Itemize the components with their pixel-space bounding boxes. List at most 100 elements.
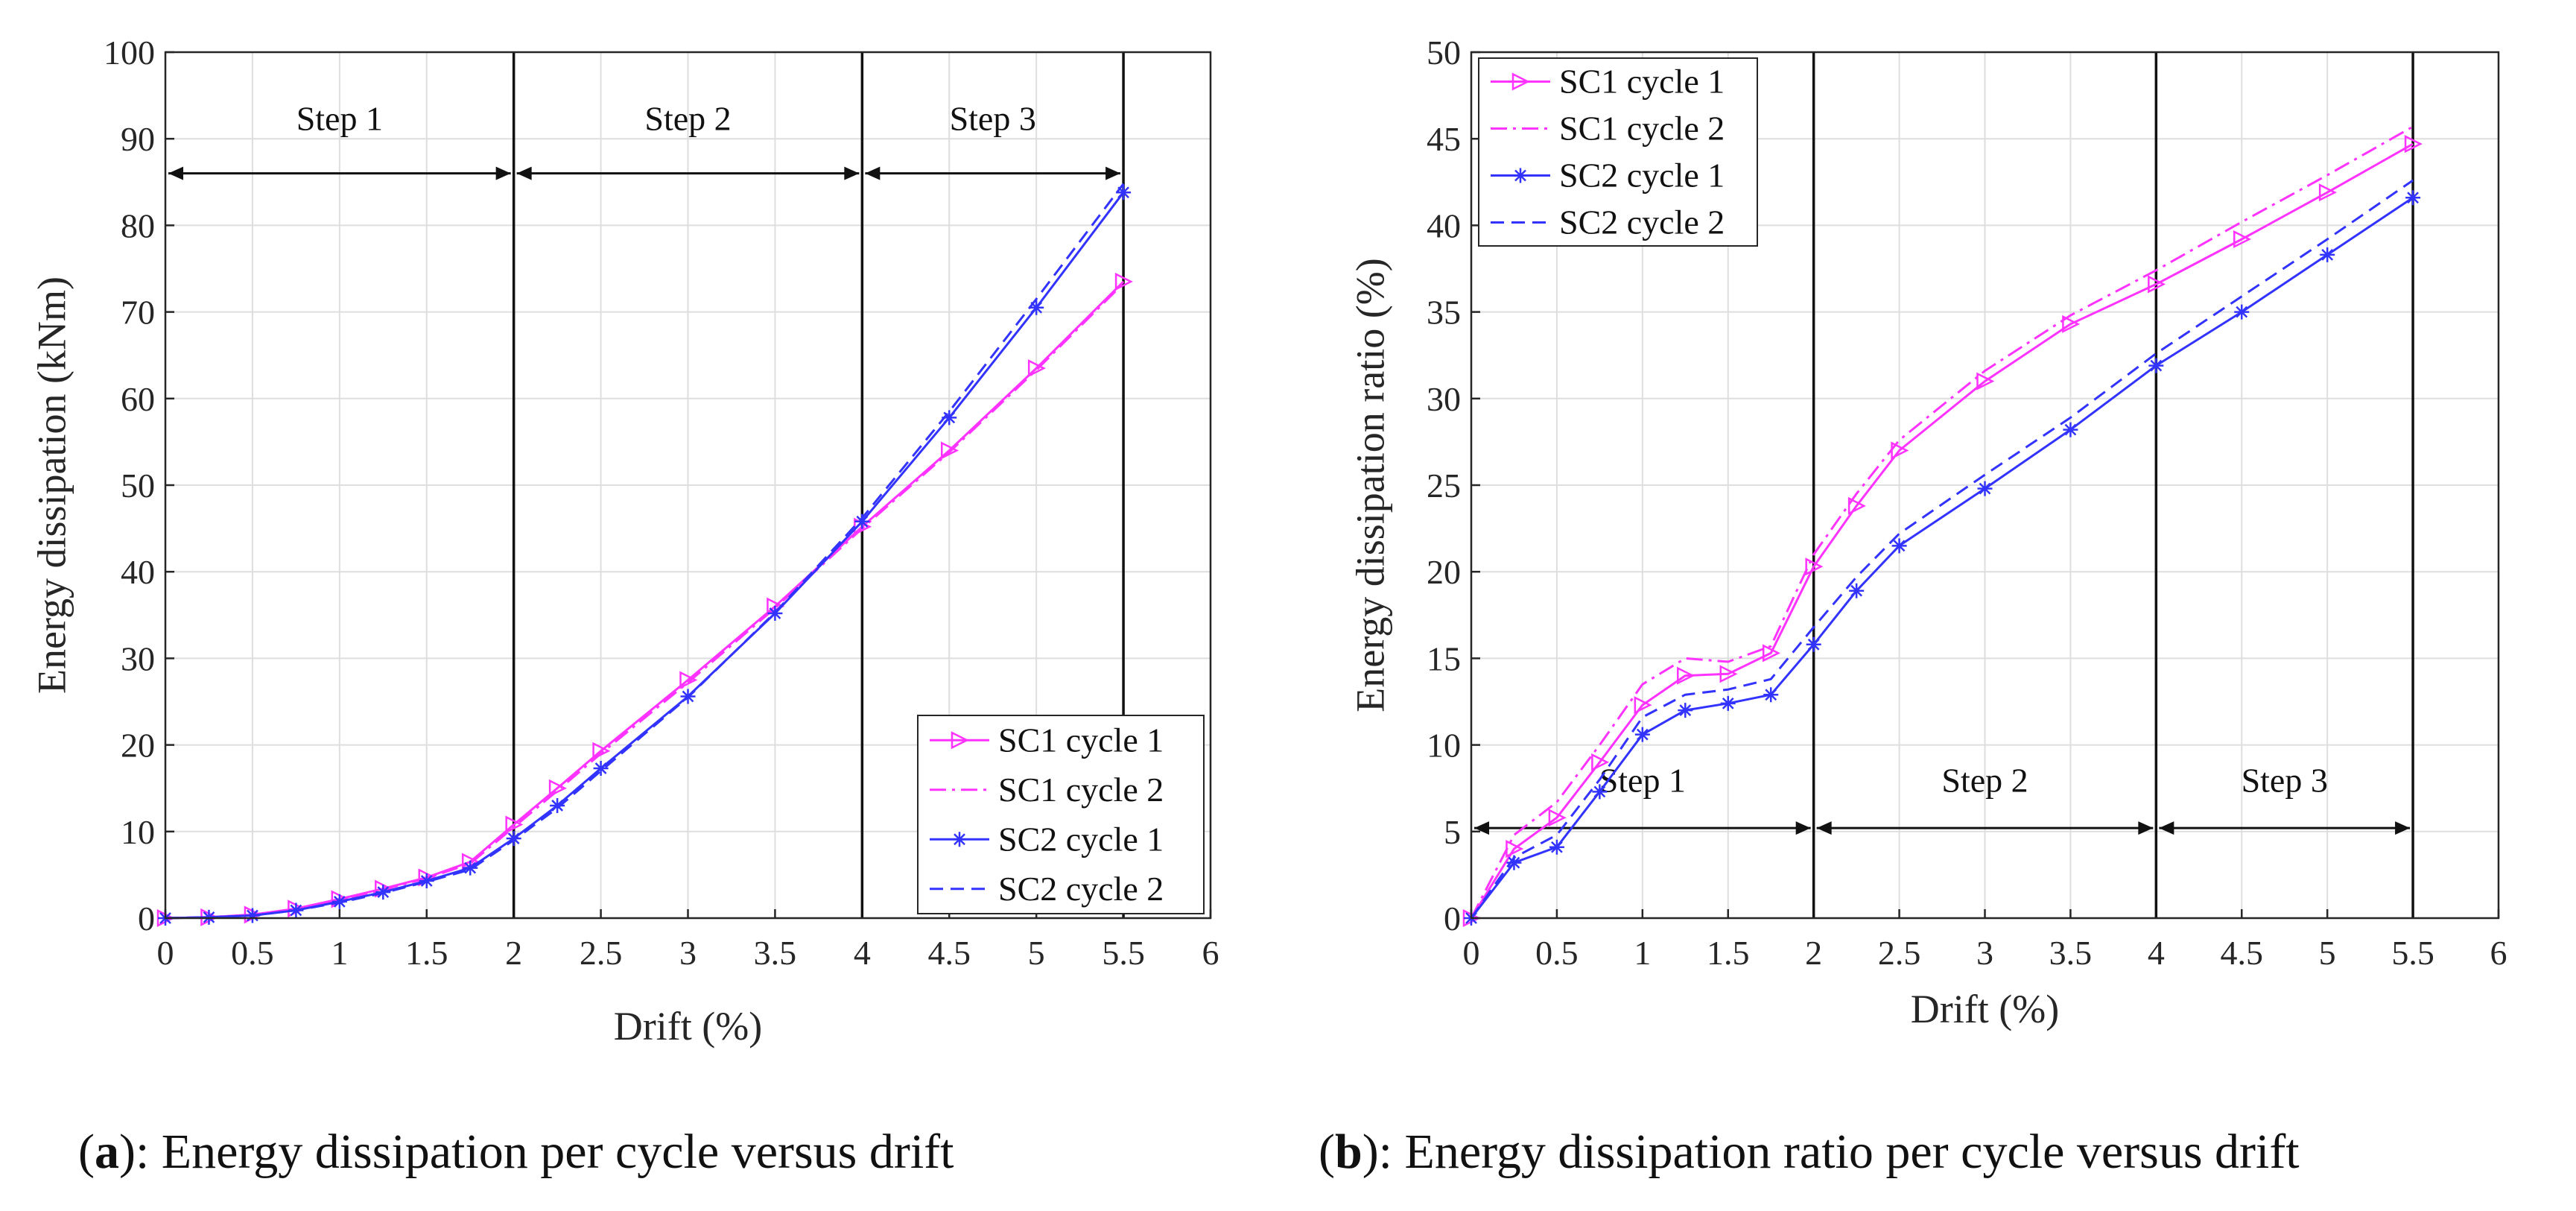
legend-marker xyxy=(1511,72,1530,91)
y-tick-label: 60 xyxy=(121,380,155,418)
data-point-marker xyxy=(419,873,434,889)
step-arrow-head-right xyxy=(2138,821,2154,835)
step-arrow-head-right xyxy=(844,166,860,180)
y-tick-label: 90 xyxy=(121,120,155,158)
step-arrow-head-left xyxy=(1474,821,1489,835)
step-label: Step 1 xyxy=(1599,761,1686,799)
data-point-marker xyxy=(1977,481,1993,496)
y-tick-label: 30 xyxy=(121,639,155,677)
legend-entry: SC1 cycle 1 xyxy=(998,721,1164,759)
data-point-marker xyxy=(1849,583,1865,598)
data-point-marker xyxy=(550,797,565,813)
y-tick-labels-b: 0 5 10 15 20 25 30 35 40 45 50 xyxy=(1427,34,1461,938)
x-tick-label: 3.5 xyxy=(2049,934,2093,972)
y-tick-label: 10 xyxy=(1427,727,1461,765)
y-tick-label: 30 xyxy=(1427,380,1461,418)
step-annotations-b: Step 1 Step 2 Step 3 xyxy=(1474,52,2414,918)
data-point-marker xyxy=(2233,230,2252,249)
data-point-marker xyxy=(548,779,567,797)
axes-frame-a xyxy=(164,51,1212,920)
data-point-marker xyxy=(1677,666,1695,685)
caption-b-letter: b xyxy=(1335,1125,1362,1179)
legend-entry: SC2 cycle 2 xyxy=(998,870,1164,908)
x-tick-label: 5.5 xyxy=(2391,934,2434,972)
caption-b-text: ): Energy dissipation ratio per cycle ve… xyxy=(1362,1125,2300,1179)
x-tick-label: 0 xyxy=(157,934,174,972)
panel-b-energy-dissipation-ratio: Step 1 Step 2 Step 3 0 0.5 1 1.5 2 2.5 3 3.5 4 4.5 5… xyxy=(1348,34,2507,1031)
data-point-marker xyxy=(1549,839,1564,855)
x-tick-label: 0.5 xyxy=(231,934,274,972)
data-point-marker xyxy=(1027,359,1046,378)
data-point-marker xyxy=(1719,665,1738,683)
legend-entry: SC2 cycle 2 xyxy=(1559,203,1725,241)
data-point-marker xyxy=(767,605,783,621)
x-tick-label: 0 xyxy=(1463,934,1480,972)
step-label: Step 2 xyxy=(1941,761,2028,799)
y-tick-label: 20 xyxy=(1427,553,1461,591)
data-point-marker xyxy=(1634,696,1652,715)
step-label: Step 3 xyxy=(2242,761,2328,799)
step-arrow-head-right xyxy=(495,166,511,180)
data-point-marker xyxy=(1763,687,1779,703)
x-tick-label: 1 xyxy=(1634,934,1651,972)
x-tick-label: 0.5 xyxy=(1535,934,1579,972)
data-point-marker xyxy=(1847,496,1866,515)
step-arrow-head-right xyxy=(1105,166,1121,180)
y-tick-label: 5 xyxy=(1444,813,1461,851)
legend-entry: SC2 cycle 1 xyxy=(1559,156,1725,195)
x-tick-label: 2 xyxy=(505,934,522,972)
x-tick-label: 4 xyxy=(854,934,871,972)
data-point-marker xyxy=(2405,190,2421,206)
series-line xyxy=(165,183,1125,920)
series-sc2-cycle-2 xyxy=(1470,179,2414,919)
y-tick-label: 25 xyxy=(1427,467,1461,505)
step-label: Step 1 xyxy=(296,100,383,138)
x-tick-label: 1.5 xyxy=(1707,934,1750,972)
y-tick-label: 20 xyxy=(121,727,155,765)
data-point-marker xyxy=(2234,304,2250,320)
x-axis-label-b: Drift (%) xyxy=(1911,987,2059,1031)
x-tick-label: 3 xyxy=(1976,934,1993,972)
y-tick-label: 40 xyxy=(121,553,155,591)
series-sc2-cycle-2 xyxy=(165,183,1125,920)
panel-a-energy-dissipation: Step 1 Step 2 Step 3 0 0.5 1 1.5 2 2.5 3 3.5 4 4.5 5… xyxy=(29,34,1219,1049)
legend-entry: SC1 cycle 2 xyxy=(1559,110,1725,148)
data-point-marker xyxy=(1806,636,1821,652)
y-tick-label: 70 xyxy=(121,294,155,332)
data-point-marker xyxy=(1548,809,1567,827)
step-arrow-head-left xyxy=(865,166,881,180)
data-point-marker xyxy=(1805,557,1824,576)
y-tick-label: 15 xyxy=(1427,639,1461,677)
x-tick-label: 3.5 xyxy=(754,934,797,972)
step-label: Step 3 xyxy=(950,100,1036,138)
legend-box xyxy=(917,715,1205,914)
y-tick-label: 80 xyxy=(121,206,155,244)
x-tick-label: 2.5 xyxy=(580,934,623,972)
data-point-marker xyxy=(1591,753,1610,771)
series-sc2-cycle-1 xyxy=(1464,190,2421,926)
x-tick-label: 2.5 xyxy=(1878,934,1921,972)
data-point-marker xyxy=(2320,247,2335,262)
series-sc1-cycle-2 xyxy=(1470,125,2414,919)
x-tick-label: 3 xyxy=(679,934,697,972)
legend-marker xyxy=(951,731,969,750)
legend-a: SC1 cycle 1 SC1 cycle 2 SC2 cycle 1 SC2 cyc… xyxy=(917,715,1205,914)
data-point-marker xyxy=(679,671,698,689)
x-tick-label: 4.5 xyxy=(928,934,971,972)
step-arrow-head-left xyxy=(1816,821,1832,835)
y-tick-label: 100 xyxy=(104,34,155,72)
data-point-marker xyxy=(941,441,959,460)
data-point-marker xyxy=(2318,183,2337,202)
data-point-marker xyxy=(1114,272,1133,291)
x-axis-label-a: Drift (%) xyxy=(614,1004,762,1049)
data-point-marker xyxy=(463,860,478,876)
y-tick-label: 40 xyxy=(1427,206,1461,244)
data-point-marker xyxy=(1720,695,1736,711)
x-tick-label: 5 xyxy=(1028,934,1045,972)
axes-frame-b xyxy=(1470,51,2500,920)
data-point-marker xyxy=(2148,358,2164,373)
y-tick-label: 50 xyxy=(1427,34,1461,72)
data-point-marker xyxy=(2062,314,2081,333)
data-point-marker xyxy=(2148,275,2166,294)
data-point-marker xyxy=(1029,300,1044,315)
